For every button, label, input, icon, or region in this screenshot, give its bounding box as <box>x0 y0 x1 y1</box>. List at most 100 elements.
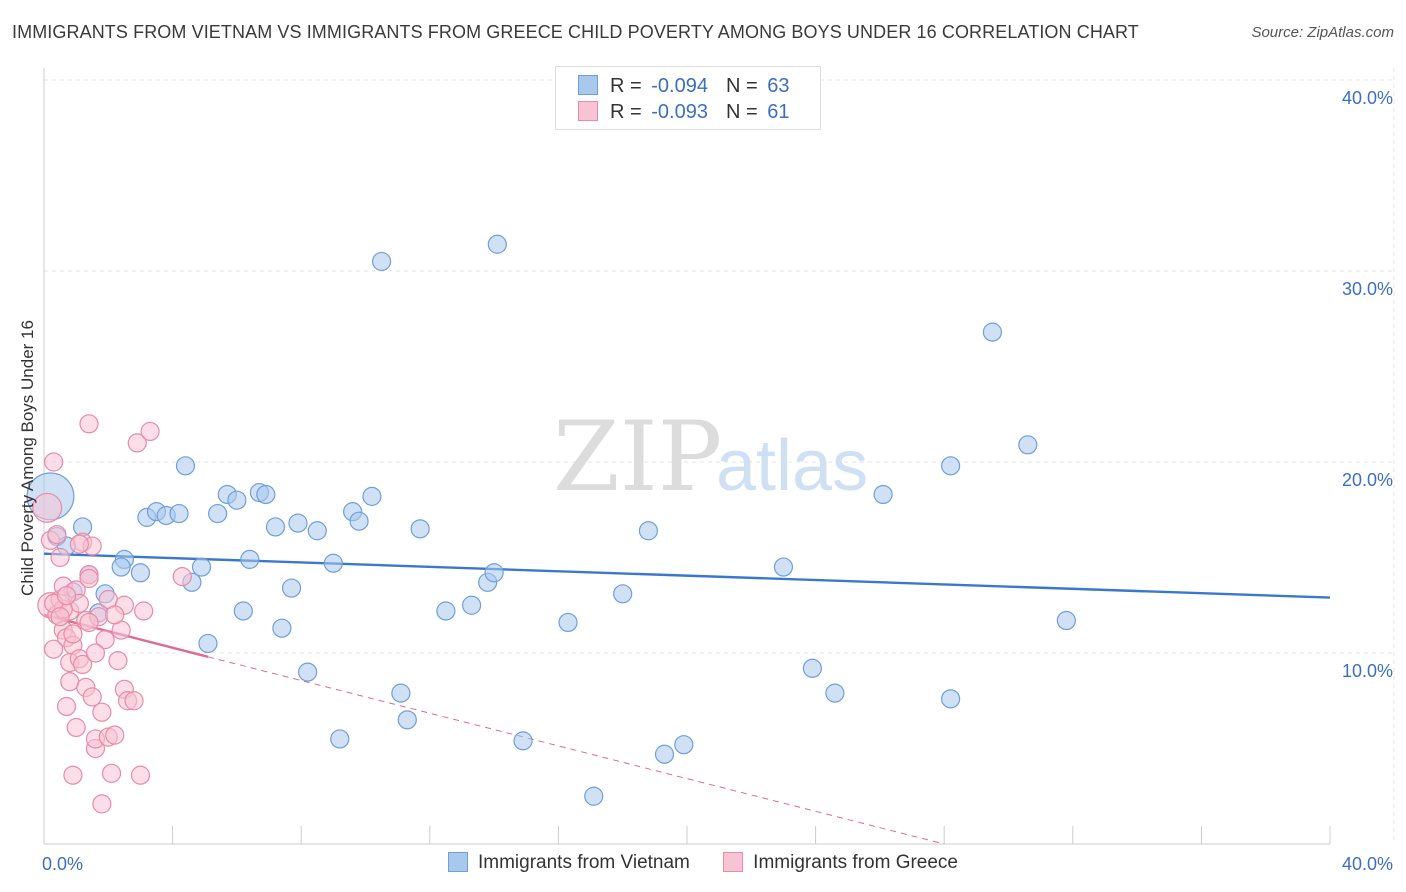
y-tick-label-3: 40.0% <box>1342 88 1393 108</box>
point-greece-58 <box>69 534 89 554</box>
legend-label-vietnam: Immigrants from Vietnam <box>478 852 690 873</box>
point-vietnam-39 <box>397 710 417 730</box>
point-vietnam-15 <box>175 456 196 476</box>
point-vietnam-32 <box>323 553 343 573</box>
legend-item-greece: Immigrants from Greece <box>723 852 958 874</box>
point-greece-2 <box>44 452 64 472</box>
vietnam-swatch <box>578 75 598 95</box>
point-vietnam-53 <box>773 557 794 577</box>
point-vietnam-42 <box>461 595 482 615</box>
trend-extension-greece <box>207 656 945 845</box>
y-tick-label-2: 30.0% <box>1342 279 1393 299</box>
point-greece-12 <box>60 672 80 692</box>
series-legend: Immigrants from Vietnam Immigrants from … <box>448 852 986 874</box>
point-vietnam-57 <box>941 456 961 476</box>
stats-row-vietnam: R = -0.094 N = 63 <box>578 75 789 101</box>
y-tick-labels: 10.0% 20.0% 30.0% 40.0% <box>1342 88 1393 681</box>
point-greece-44 <box>127 433 147 453</box>
watermark: ZIP atlas <box>553 401 868 513</box>
point-vietnam-21 <box>227 490 247 510</box>
point-greece-33 <box>95 630 115 650</box>
n-label: N = <box>725 75 758 97</box>
point-greece-0 <box>32 492 63 523</box>
point-vietnam-26 <box>265 517 286 537</box>
point-vietnam-22 <box>233 601 253 621</box>
n-label: N = <box>725 101 758 123</box>
r-label: R = <box>610 101 642 123</box>
point-vietnam-49 <box>613 584 633 604</box>
point-vietnam-50 <box>638 521 659 541</box>
point-vietnam-41 <box>436 601 456 621</box>
point-vietnam-30 <box>298 662 318 682</box>
n-value: 63 <box>767 75 790 97</box>
point-greece-38 <box>108 651 128 671</box>
watermark-atlas: atlas <box>716 426 868 506</box>
point-greece-9 <box>56 696 77 717</box>
point-vietnam-31 <box>307 521 327 541</box>
legend-label-greece: Immigrants from Greece <box>753 852 958 873</box>
point-vietnam-37 <box>371 251 392 272</box>
chart-source: Source: ZipAtlas.com <box>1251 24 1394 41</box>
point-greece-59 <box>85 643 106 663</box>
chart-title: IMMIGRANTS FROM VIETNAM VS IMMIGRANTS FR… <box>12 22 1139 42</box>
point-greece-46 <box>134 601 154 621</box>
point-greece-50 <box>47 524 67 545</box>
point-greece-32 <box>92 794 112 814</box>
point-greece-60 <box>105 605 125 625</box>
trend-line-vietnam <box>43 552 1331 599</box>
point-vietnam-18 <box>198 633 218 654</box>
y-tick-label-1: 20.0% <box>1342 470 1393 490</box>
point-vietnam-14 <box>169 503 189 524</box>
axes <box>43 68 1331 845</box>
trend-lines <box>43 552 1331 845</box>
point-greece-24 <box>79 568 99 589</box>
data-points <box>26 234 1076 814</box>
point-greece-43 <box>124 691 144 711</box>
point-greece-5 <box>50 547 70 568</box>
point-greece-48 <box>172 566 192 587</box>
point-vietnam-10 <box>130 563 151 583</box>
point-vietnam-35 <box>349 511 369 531</box>
point-vietnam-51 <box>654 744 675 764</box>
point-vietnam-55 <box>825 683 845 703</box>
y-tick-label-0: 10.0% <box>1342 661 1393 681</box>
x-tick-labels: 0.0% 40.0% <box>42 854 1393 874</box>
point-vietnam-48 <box>584 786 604 806</box>
point-greece-52 <box>63 624 83 644</box>
point-vietnam-46 <box>513 731 533 751</box>
point-vietnam-36 <box>362 486 382 506</box>
greece-swatch <box>578 101 598 121</box>
point-greece-37 <box>105 725 125 745</box>
legend-swatch-vietnam <box>448 852 468 872</box>
point-greece-27 <box>82 687 102 707</box>
r-value: -0.093 <box>651 101 708 123</box>
point-vietnam-40 <box>410 519 430 539</box>
point-vietnam-45 <box>487 234 507 254</box>
point-vietnam-56 <box>873 484 893 505</box>
y-axis-label: Child Poverty Among Boys Under 16 <box>18 320 37 596</box>
point-greece-25 <box>79 414 99 434</box>
point-vietnam-17 <box>191 557 212 577</box>
point-vietnam-19 <box>208 503 228 524</box>
point-vietnam-47 <box>558 612 578 633</box>
point-greece-53 <box>72 654 93 675</box>
point-greece-14 <box>63 765 83 785</box>
point-vietnam-38 <box>391 683 411 703</box>
point-vietnam-61 <box>1056 610 1076 631</box>
x-tick-label-1: 40.0% <box>1342 854 1393 874</box>
r-label: R = <box>610 75 642 97</box>
point-greece-31 <box>92 702 112 722</box>
x-tick-label-0: 0.0% <box>42 854 83 874</box>
n-value: 61 <box>767 101 790 123</box>
point-vietnam-52 <box>674 735 694 755</box>
point-greece-17 <box>66 717 86 738</box>
point-vietnam-33 <box>330 729 350 749</box>
point-vietnam-23 <box>240 549 260 570</box>
point-vietnam-27 <box>272 618 292 638</box>
watermark-zip: ZIP <box>553 401 722 513</box>
point-greece-56 <box>50 607 70 627</box>
point-vietnam-54 <box>802 658 822 678</box>
stats-legend: R = -0.094 N = 63 R = -0.093 N = 61 <box>555 66 821 130</box>
point-vietnam-28 <box>281 578 302 598</box>
